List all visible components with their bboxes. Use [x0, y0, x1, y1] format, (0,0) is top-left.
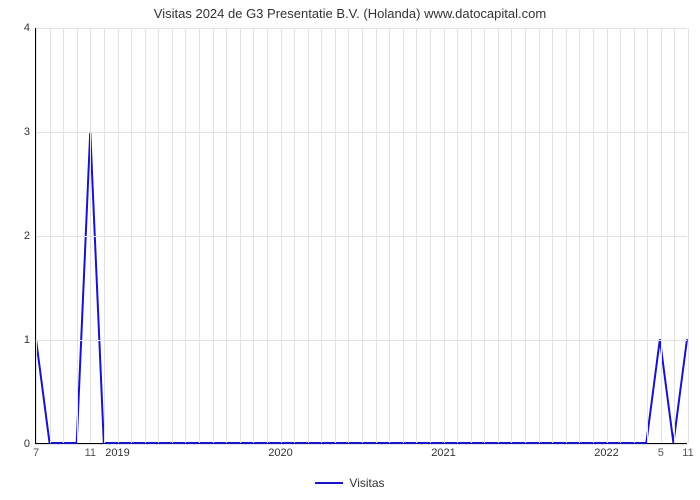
grid-line-vertical	[226, 28, 227, 443]
grid-line-vertical	[185, 28, 186, 443]
x-point-label: 5	[658, 443, 664, 459]
grid-line-vertical	[593, 28, 594, 443]
y-tick-label: 2	[24, 230, 36, 242]
grid-line-vertical	[525, 28, 526, 443]
grid-line-vertical	[362, 28, 363, 443]
grid-line-vertical	[50, 28, 51, 443]
grid-line-vertical	[294, 28, 295, 443]
x-year-label: 2022	[594, 443, 618, 459]
grid-line-vertical	[213, 28, 214, 443]
grid-line-vertical	[63, 28, 64, 443]
chart-container: Visitas 2024 de G3 Presentatie B.V. (Hol…	[0, 0, 700, 500]
grid-line-vertical	[104, 28, 105, 443]
grid-line-vertical	[634, 28, 635, 443]
grid-line-vertical	[661, 28, 662, 443]
y-tick-label: 4	[24, 22, 36, 34]
grid-line-vertical	[267, 28, 268, 443]
legend: Visitas	[0, 475, 700, 490]
grid-line-vertical	[674, 28, 675, 443]
grid-line-vertical	[389, 28, 390, 443]
grid-line-vertical	[416, 28, 417, 443]
x-point-label: 11	[682, 443, 693, 459]
x-year-label: 2019	[105, 443, 129, 459]
grid-line-vertical	[688, 28, 689, 443]
grid-line-vertical	[511, 28, 512, 443]
grid-line-vertical	[430, 28, 431, 443]
chart-title: Visitas 2024 de G3 Presentatie B.V. (Hol…	[0, 6, 700, 21]
grid-line-vertical	[539, 28, 540, 443]
grid-line-vertical	[36, 28, 37, 443]
grid-line-vertical	[647, 28, 648, 443]
x-point-label: 7	[33, 443, 39, 459]
legend-label: Visitas	[349, 476, 384, 490]
plot-area: 012342019202020212022711511	[35, 28, 687, 444]
grid-line-vertical	[348, 28, 349, 443]
grid-line-vertical	[471, 28, 472, 443]
grid-line-vertical	[457, 28, 458, 443]
grid-line-vertical	[308, 28, 309, 443]
grid-line-vertical	[484, 28, 485, 443]
grid-line-vertical	[90, 28, 91, 443]
grid-line-vertical	[579, 28, 580, 443]
grid-line-vertical	[607, 28, 608, 443]
x-year-label: 2020	[268, 443, 292, 459]
x-point-label: 11	[85, 443, 96, 459]
grid-line-vertical	[376, 28, 377, 443]
grid-line-vertical	[240, 28, 241, 443]
y-tick-label: 3	[24, 126, 36, 138]
grid-line-vertical	[281, 28, 282, 443]
grid-line-vertical	[498, 28, 499, 443]
grid-line-vertical	[158, 28, 159, 443]
grid-line-vertical	[118, 28, 119, 443]
x-year-label: 2021	[431, 443, 455, 459]
grid-line-vertical	[172, 28, 173, 443]
grid-line-vertical	[335, 28, 336, 443]
grid-line-vertical	[444, 28, 445, 443]
grid-line-vertical	[566, 28, 567, 443]
grid-line-vertical	[199, 28, 200, 443]
grid-line-vertical	[131, 28, 132, 443]
y-tick-label: 1	[24, 334, 36, 346]
grid-line-vertical	[620, 28, 621, 443]
grid-line-vertical	[145, 28, 146, 443]
grid-line-vertical	[253, 28, 254, 443]
grid-line-horizontal	[36, 444, 687, 445]
grid-line-vertical	[321, 28, 322, 443]
grid-line-vertical	[552, 28, 553, 443]
grid-line-vertical	[77, 28, 78, 443]
legend-swatch	[315, 482, 343, 484]
grid-line-vertical	[403, 28, 404, 443]
